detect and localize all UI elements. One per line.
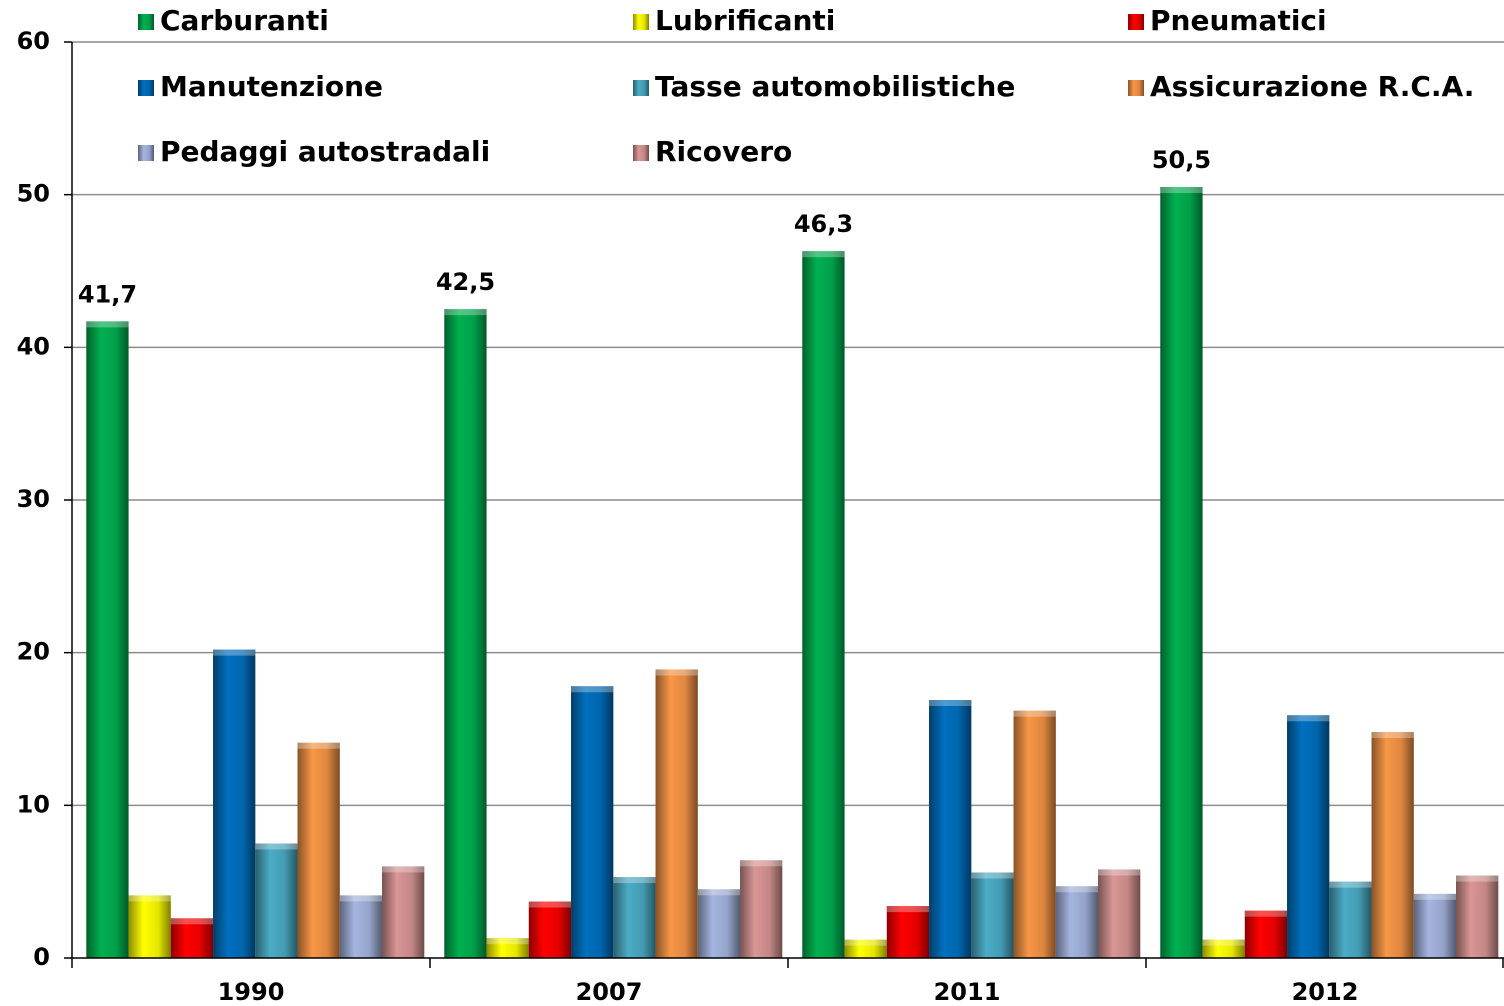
bar-shade xyxy=(1413,893,1457,958)
bar-top xyxy=(1329,881,1372,888)
value-label: 46,3 xyxy=(794,210,853,238)
bar-shade xyxy=(844,939,887,958)
bar-top xyxy=(339,895,383,902)
bar-shade xyxy=(613,877,656,958)
bar-top xyxy=(486,938,529,945)
legend-swatch-shade xyxy=(1128,80,1144,96)
value-label: 41,7 xyxy=(78,280,137,308)
legend-swatch-shade xyxy=(633,80,649,96)
bar-shade xyxy=(444,309,487,959)
bar-shade xyxy=(1013,710,1056,958)
bar-top xyxy=(1371,732,1414,739)
legend-label: Manutenzione xyxy=(160,70,383,103)
bar-shade xyxy=(1287,715,1330,958)
bar-shade xyxy=(1371,732,1414,958)
bar-top xyxy=(613,877,656,884)
bar-top xyxy=(1160,187,1203,194)
bar-top xyxy=(929,699,972,706)
bar-top xyxy=(86,321,129,328)
bar-top xyxy=(697,889,741,896)
bar-top xyxy=(297,742,340,749)
bar-top xyxy=(1013,710,1056,717)
bar-top xyxy=(1055,886,1099,893)
y-tick-label: 50 xyxy=(17,180,50,208)
legend-label: Pneumatici xyxy=(1150,4,1327,37)
value-label: 50,5 xyxy=(1152,146,1211,174)
legend-label: Lubrificanti xyxy=(655,4,835,37)
x-tick-label: 1990 xyxy=(218,978,285,1006)
bar-top xyxy=(1413,893,1457,900)
x-tick-label: 2007 xyxy=(576,978,643,1006)
bar-top xyxy=(1202,939,1245,946)
y-tick-label: 10 xyxy=(17,790,50,818)
y-tick-label: 40 xyxy=(17,332,50,360)
bar-shade xyxy=(339,895,383,958)
bar-top xyxy=(255,843,298,850)
x-tick-label: 2012 xyxy=(1292,978,1359,1006)
bar-top xyxy=(571,686,614,693)
value-label: 42,5 xyxy=(436,268,495,296)
bar-top xyxy=(170,918,214,925)
bar-top xyxy=(655,669,698,676)
bar-shade xyxy=(886,906,930,958)
legend-swatch-shade xyxy=(138,80,154,96)
y-tick-label: 60 xyxy=(17,27,50,55)
legend-label: Assicurazione R.C.A. xyxy=(1150,70,1474,103)
bar-top xyxy=(971,872,1014,879)
bar-shade xyxy=(1055,886,1099,958)
bar-shade xyxy=(213,649,256,958)
bar-shade xyxy=(128,895,171,958)
bar-shade xyxy=(1098,869,1141,958)
bar-shade xyxy=(697,889,741,958)
bar-top xyxy=(740,860,783,867)
legend-label: Pedaggi autostradali xyxy=(160,135,490,168)
bar-top xyxy=(444,309,487,316)
bar-shade xyxy=(1329,881,1372,958)
y-tick-label: 20 xyxy=(17,638,50,666)
legend-swatch-shade xyxy=(633,14,649,30)
legend-swatch-shade xyxy=(633,145,649,161)
legend-swatch-shade xyxy=(138,145,154,161)
bar-top xyxy=(802,251,845,258)
bar-top xyxy=(886,906,930,913)
bar-shade xyxy=(486,938,529,958)
bar-shade xyxy=(297,742,340,958)
bar-shade xyxy=(86,321,129,958)
bar-top xyxy=(844,939,887,946)
bar-shade xyxy=(929,699,972,958)
legend-label: Ricovero xyxy=(655,135,792,168)
bar-shade xyxy=(571,686,614,958)
legend-label: Carburanti xyxy=(160,4,329,37)
bar-shade xyxy=(802,251,845,959)
bar-shade xyxy=(1160,187,1203,959)
bar-shade xyxy=(1244,910,1288,958)
bar-shade xyxy=(1456,875,1499,958)
bar-top xyxy=(528,901,572,908)
bar-top xyxy=(1098,869,1141,876)
bar-top xyxy=(213,649,256,656)
bar-shade xyxy=(1202,939,1245,958)
bar-top xyxy=(382,866,425,873)
legend-label: Tasse automobilistiche xyxy=(655,70,1015,103)
bar-top xyxy=(128,895,171,902)
bar-shade xyxy=(382,866,425,958)
bar-shade xyxy=(740,860,783,958)
legend-swatch-shade xyxy=(138,14,154,30)
bar-shade xyxy=(971,872,1014,958)
bar-shade xyxy=(170,918,214,958)
bar-top xyxy=(1287,715,1330,722)
x-tick-label: 2011 xyxy=(934,978,1001,1006)
y-tick-label: 30 xyxy=(17,485,50,513)
bar-shade xyxy=(655,669,698,958)
y-tick-label: 0 xyxy=(33,943,50,971)
bar-shade xyxy=(528,901,572,958)
legend-swatch-shade xyxy=(1128,14,1144,30)
bar-shade xyxy=(255,843,298,958)
bar-top xyxy=(1456,875,1499,882)
bar-top xyxy=(1244,910,1288,917)
